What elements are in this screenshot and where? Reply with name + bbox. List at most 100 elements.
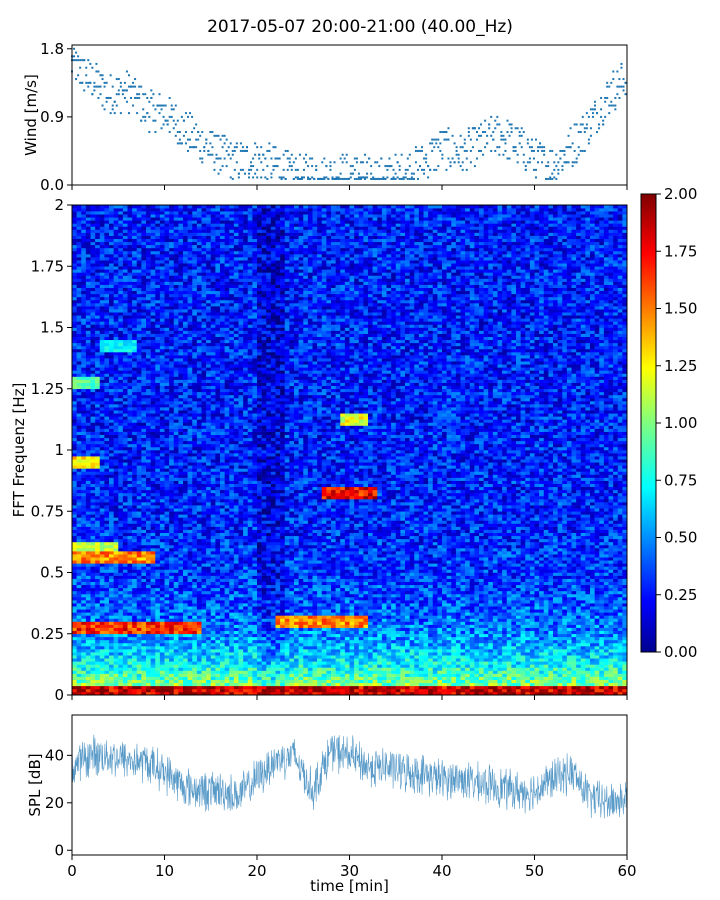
wind-point: [502, 134, 505, 137]
spectrogram-cell: [520, 606, 526, 610]
spectrogram-cell: [127, 682, 133, 687]
spectrogram-cell: [206, 688, 212, 693]
spectrogram-cell: [210, 688, 216, 693]
spectrogram-cell: [534, 679, 540, 684]
spectrogram-cell: [159, 655, 165, 659]
spectrogram-cell: [381, 652, 387, 656]
wind-point: [534, 176, 537, 179]
spectrogram-cell: [469, 590, 475, 595]
spectrogram-cell: [340, 597, 346, 601]
spectrogram-cell: [603, 688, 609, 693]
spectrogram-cell: [243, 618, 249, 622]
wind-point: [606, 96, 609, 99]
spectrogram-cell: [543, 627, 549, 631]
wind-point: [596, 112, 599, 115]
spectrogram-cell: [266, 633, 272, 638]
spectrogram-cell: [358, 639, 364, 644]
spectrogram-cell: [423, 642, 429, 647]
spectrogram-cell: [233, 621, 239, 625]
spectrogram-cell: [201, 590, 207, 595]
spectrogram-cell: [141, 615, 147, 619]
spectrogram-cell: [159, 624, 165, 628]
spectrogram-cell: [553, 667, 558, 671]
spectrogram-cell: [432, 691, 438, 696]
wind-point: [258, 157, 261, 160]
spectrogram-cell: [178, 661, 184, 665]
spectrogram-cell: [534, 600, 540, 604]
wind-point: [504, 142, 507, 145]
wind-point: [575, 161, 578, 164]
spectrogram-cell: [381, 587, 387, 592]
wind-point: [256, 146, 259, 149]
spectrogram-cell: [233, 603, 239, 607]
spectrogram-cell: [95, 673, 101, 677]
spectrogram-cell: [159, 652, 165, 656]
spectrogram-cell: [395, 673, 401, 677]
spectrogram-cell: [104, 636, 110, 641]
spectrogram-cell: [414, 642, 420, 647]
spectrogram-cell: [81, 618, 87, 622]
spectrogram-cell: [132, 679, 138, 684]
spectrogram-cell: [252, 618, 258, 622]
spectrogram-cell: [173, 597, 179, 601]
spectrogram-cell: [261, 667, 267, 671]
spectrogram-cell: [566, 688, 572, 693]
spectrogram-cell: [474, 606, 480, 610]
spectrogram-cell: [557, 673, 563, 677]
spectrogram-cell: [358, 609, 364, 613]
spectrogram-cell: [516, 593, 521, 598]
spectrogram-cell: [141, 649, 147, 653]
spectrogram-cell: [516, 597, 521, 601]
wind-point: [445, 138, 448, 141]
wind-point: [99, 85, 102, 88]
wind-point: [111, 85, 114, 88]
spectrogram-cell: [169, 618, 175, 622]
spectrogram-cell: [622, 590, 628, 595]
spectrogram-cell: [409, 633, 415, 638]
spectrogram-cell: [280, 655, 286, 659]
spectrogram-cell: [386, 691, 392, 696]
spectrogram-cell: [321, 673, 327, 677]
spectrogram-cell: [553, 661, 558, 665]
spectrogram-cell: [233, 630, 239, 635]
spectrogram-cell: [257, 658, 262, 662]
spectrogram-cell: [252, 609, 258, 613]
spectrogram-cell: [432, 685, 438, 690]
spectrogram-cell: [349, 624, 355, 628]
spectrogram-cell: [76, 587, 82, 592]
spectrogram-cell: [224, 630, 230, 635]
spectrogram-cell: [557, 685, 563, 690]
wind-point: [119, 85, 122, 88]
spectrogram-cell: [127, 652, 133, 656]
spectrogram-cell: [571, 685, 577, 690]
wind-point: [325, 165, 328, 168]
spectrogram-cell: [553, 621, 558, 625]
spectrogram-cell: [238, 658, 244, 662]
spectrogram-cell: [543, 618, 549, 622]
wind-point: [229, 157, 232, 160]
spectrogram-cell: [511, 590, 517, 595]
spectrogram-cell: [150, 642, 156, 647]
wind-point: [469, 138, 472, 141]
wind-point: [514, 149, 517, 152]
spectrogram-cell: [340, 667, 346, 671]
spectrogram-cell: [155, 685, 161, 690]
wind-point: [333, 161, 336, 164]
spectrogram-cell: [405, 590, 410, 595]
spectrogram-cell: [284, 609, 290, 613]
spectrogram-cell: [354, 685, 360, 690]
spectrogram-cell: [307, 661, 313, 665]
spectrogram-cell: [275, 655, 281, 659]
wind-point: [254, 142, 257, 145]
wind-point: [410, 177, 413, 180]
spectrogram-cell: [303, 593, 309, 598]
spectrogram-cell: [599, 661, 605, 665]
spectrogram-cell: [321, 612, 327, 616]
spectrogram-cell: [206, 597, 212, 601]
spectrogram-cell: [460, 676, 466, 680]
spectrogram-cell: [465, 688, 471, 693]
wind-axes-frame: [71, 44, 628, 186]
spectrogram-cell: [155, 673, 161, 677]
spectrogram-cell: [122, 593, 128, 598]
spectrogram-cell: [465, 603, 471, 607]
